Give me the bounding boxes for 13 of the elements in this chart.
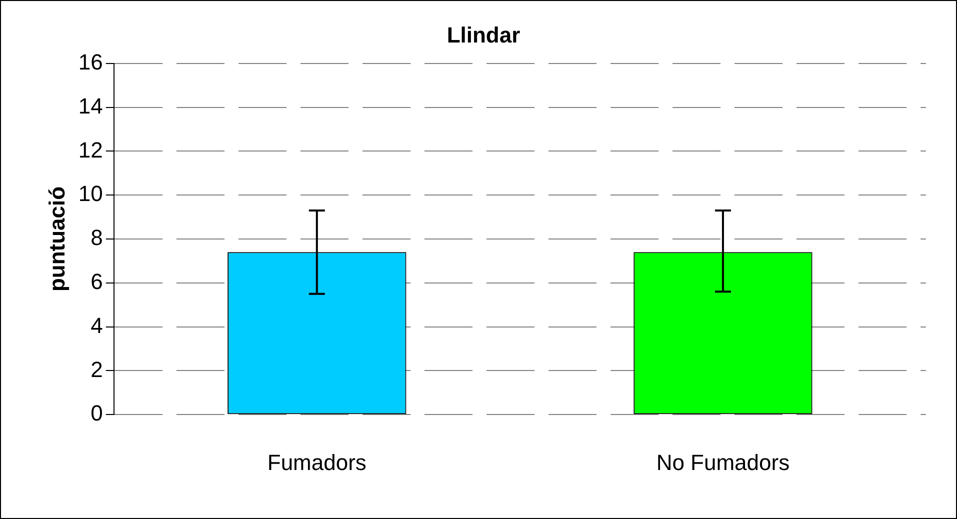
x-tick-label: Fumadors — [267, 450, 366, 475]
y-tick-label: 0 — [90, 400, 103, 426]
y-tick-label: 4 — [90, 312, 103, 338]
y-tick-label: 10 — [78, 181, 103, 206]
y-tick-label: 8 — [90, 225, 103, 250]
x-tick-label: No Fumadors — [656, 450, 790, 475]
y-tick-label: 14 — [78, 93, 103, 118]
y-tick-label: 2 — [90, 356, 103, 382]
y-tick-label: 16 — [78, 49, 103, 74]
y-tick-label: 12 — [78, 137, 103, 162]
chart-title: Llindar — [446, 22, 521, 48]
y-tick-label: 6 — [90, 268, 103, 294]
y-axis-title: puntuació — [44, 186, 70, 292]
